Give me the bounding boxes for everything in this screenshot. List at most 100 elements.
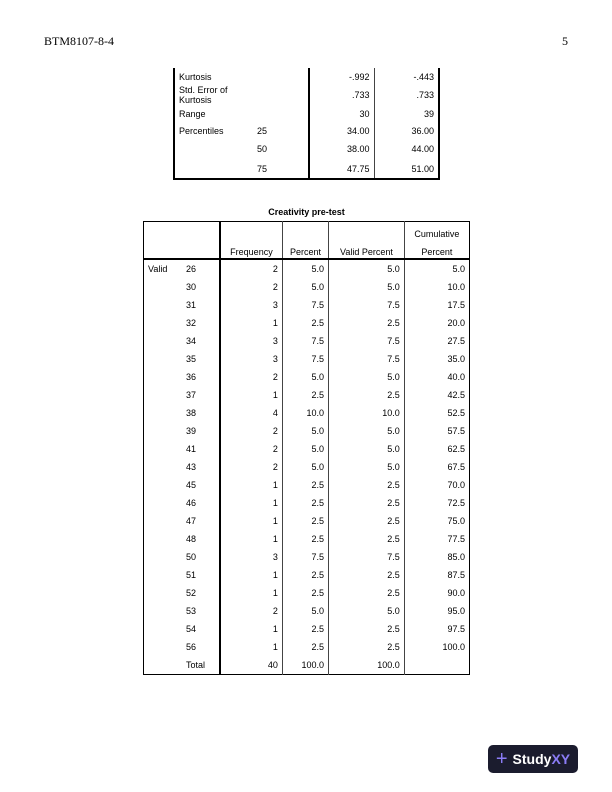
col-percent: Percent	[281, 221, 329, 259]
stats-cell: -.992	[308, 68, 374, 85]
table-cell: 57.5	[403, 422, 470, 440]
group-label	[144, 476, 183, 494]
table-cell: 2.5	[328, 494, 405, 512]
table-cell: 2.5	[328, 638, 405, 656]
table-row: 50 3 7.5 7.5 85.0	[144, 548, 470, 566]
corner-cell	[144, 222, 220, 260]
table-cell: 5.0	[328, 458, 405, 476]
table-cell: 7.5	[328, 548, 405, 566]
table-cell: 2	[218, 368, 283, 386]
group-label	[144, 296, 183, 314]
table-cell: 100.0	[281, 656, 329, 675]
table-row: 47 1 2.5 2.5 75.0	[144, 512, 470, 530]
col-cumulative-percent: Percent	[403, 240, 470, 259]
table-cell: 27.5	[403, 332, 470, 350]
table-row: 45 1 2.5 2.5 70.0	[144, 476, 470, 494]
table-cell: 45	[186, 480, 197, 490]
table-cell: 2.5	[281, 476, 329, 494]
table-cell: 2	[218, 458, 283, 476]
table-cell: 2	[218, 259, 283, 278]
table-cell: 87.5	[403, 566, 470, 584]
table-cell: 5.0	[328, 440, 405, 458]
table-cell: 10.0	[328, 404, 405, 422]
studyxy-logo: + StudyXY	[488, 745, 578, 773]
table-cell: 56	[186, 642, 197, 652]
table-cell: 2.5	[328, 620, 405, 638]
table-cell: 2.5	[328, 476, 405, 494]
table-cell: 40	[218, 656, 283, 675]
stats-row: Std. Error of Kurtosis .733.733	[174, 85, 439, 105]
stats-cell: 47.75	[308, 159, 374, 179]
table-cell: 7.5	[281, 332, 329, 350]
stats-cell	[174, 139, 253, 159]
table-cell: 5.0	[281, 440, 329, 458]
table-cell: 2.5	[328, 566, 405, 584]
stats-cell	[253, 85, 309, 105]
table-cell: 4	[218, 404, 283, 422]
table-cell: 1	[218, 638, 283, 656]
table-cell: 53	[186, 606, 197, 616]
table-row: 37 1 2.5 2.5 42.5	[144, 386, 470, 404]
table-cell: 31	[186, 300, 197, 310]
stats-row: Percentiles 25 34.00 36.00	[174, 122, 439, 139]
group-label	[144, 368, 183, 386]
table-title: Creativity pre-test	[268, 207, 345, 217]
stats-cell: 39	[373, 105, 439, 122]
table-cell: 5.0	[281, 458, 329, 476]
table-cell: 1	[218, 476, 283, 494]
table-cell: 97.5	[403, 620, 470, 638]
group-label	[144, 422, 183, 440]
table-cell: 2.5	[281, 512, 329, 530]
table-cell: 2.5	[328, 530, 405, 548]
table-cell: 1	[218, 566, 283, 584]
table-row: 54 1 2.5 2.5 97.5	[144, 620, 470, 638]
table-cell: 100.0	[328, 656, 405, 675]
group-label	[144, 584, 183, 602]
table-cell: 39	[186, 426, 197, 436]
table-cell: 52	[186, 588, 197, 598]
table-cell: 37	[186, 390, 197, 400]
table-cell: 1	[218, 512, 283, 530]
table-cell: 34	[186, 336, 197, 346]
table-cell: 2.5	[281, 314, 329, 332]
table-row: 38 4 10.0 10.0 52.5	[144, 404, 470, 422]
table-cell: 1	[218, 386, 283, 404]
table-cell: 5.0	[403, 259, 470, 278]
table-row: 53 2 5.0 5.0 95.0	[144, 602, 470, 620]
table-cell: 40.0	[403, 368, 470, 386]
table-cell: 7.5	[281, 296, 329, 314]
table-cell: 46	[186, 498, 197, 508]
table-cell: 2.5	[281, 566, 329, 584]
table-row: 32 1 2.5 2.5 20.0	[144, 314, 470, 332]
stats-row: Kurtosis -.992 -.443	[174, 68, 439, 85]
group-label	[144, 350, 183, 368]
running-head: BTM8107-8-4	[44, 34, 114, 48]
table-cell: 95.0	[403, 602, 470, 620]
stats-cell: 25	[257, 125, 268, 136]
group-label	[144, 494, 183, 512]
col-cumulative: Cumulative	[403, 221, 470, 240]
stats-cell: Kurtosis	[179, 71, 212, 82]
table-row: 41 2 5.0 5.0 62.5	[144, 440, 470, 458]
table-cell: 2.5	[328, 314, 405, 332]
group-label	[144, 404, 183, 422]
table-cell: 48	[186, 534, 197, 544]
table-cell: 2.5	[328, 386, 405, 404]
table-cell: 5.0	[328, 278, 405, 296]
page-number: 5	[562, 34, 568, 48]
table-cell: 1	[218, 620, 283, 638]
table-row: Valid 26 2 5.0 5.0 5.0	[144, 259, 470, 278]
table-cell: 2.5	[281, 620, 329, 638]
table-row: 36 2 5.0 5.0 40.0	[144, 368, 470, 386]
group-label	[144, 440, 183, 458]
table-row: 30 2 5.0 5.0 10.0	[144, 278, 470, 296]
table-cell: 3	[218, 296, 283, 314]
stats-cell: Percentiles	[179, 125, 224, 136]
stats-cell: .733	[373, 85, 439, 105]
table-row: 51 1 2.5 2.5 87.5	[144, 566, 470, 584]
table-cell: 5.0	[281, 602, 329, 620]
group-label	[144, 278, 183, 296]
table-cell: 62.5	[403, 440, 470, 458]
table-cell: 85.0	[403, 548, 470, 566]
